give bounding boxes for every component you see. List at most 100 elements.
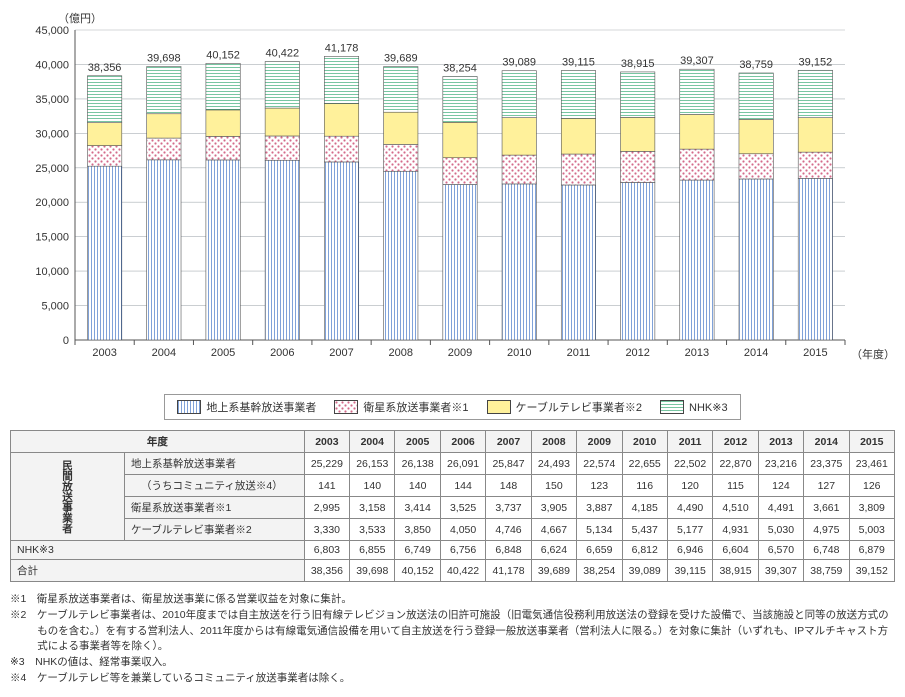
note-4: ※4 ケーブルテレビ等を兼業しているコミュニティ放送事業者は除く。 <box>10 671 895 687</box>
svg-text:2012: 2012 <box>625 347 649 359</box>
svg-text:38,254: 38,254 <box>443 62 477 74</box>
table-cell: 5,134 <box>577 519 622 541</box>
table-cell: 3,414 <box>395 497 440 519</box>
table-cell: 23,375 <box>804 453 849 475</box>
svg-text:38,759: 38,759 <box>739 59 773 71</box>
table-cell: 148 <box>486 475 531 497</box>
table-cell: 22,574 <box>577 453 622 475</box>
table-cell: 3,809 <box>849 497 894 519</box>
chart-svg: 05,00010,00015,00020,00025,00030,00035,0… <box>10 10 895 370</box>
table-cell: 124 <box>758 475 803 497</box>
table-cell: 4,510 <box>713 497 758 519</box>
table-cell: 23,216 <box>758 453 803 475</box>
legend-label: NHK※3 <box>689 401 728 414</box>
table-cell: 6,812 <box>622 541 667 560</box>
table-cell: 140 <box>350 475 395 497</box>
legend-item: NHK※3 <box>660 399 728 415</box>
table-cell: 39,115 <box>667 560 712 582</box>
note-2: ※2 ケーブルテレビ事業者は、2010年度までは自主放送を行う旧有線テレビジョン… <box>10 608 895 655</box>
legend-swatch <box>487 400 511 414</box>
table-cell: 22,655 <box>622 453 667 475</box>
table-cell: 3,737 <box>486 497 531 519</box>
note-1: ※1 衛星系放送事業者は、衛星放送事業に係る営業収益を対象に集計。 <box>10 592 895 608</box>
table-cell: 39,698 <box>350 560 395 582</box>
table-cell: 26,138 <box>395 453 440 475</box>
svg-text:39,698: 39,698 <box>147 53 181 65</box>
table-cell: 4,185 <box>622 497 667 519</box>
revenue-stacked-bar-chart: （億円） 05,00010,00015,00020,00025,00030,00… <box>10 10 895 390</box>
legend-label: 衛星系放送事業者※1 <box>363 399 468 415</box>
table-year-header: 2006 <box>440 431 485 453</box>
table-row: 合計38,35639,69840,15240,42241,17839,68938… <box>11 560 895 582</box>
svg-text:2007: 2007 <box>329 347 353 359</box>
svg-text:2009: 2009 <box>448 347 472 359</box>
table-cell: 6,848 <box>486 541 531 560</box>
table-cell: 26,153 <box>350 453 395 475</box>
table-row-label: NHK※3 <box>11 541 305 560</box>
table-cell: 4,975 <box>804 519 849 541</box>
table-row-label: 地上系基幹放送事業者 <box>125 453 305 475</box>
table-cell: 3,525 <box>440 497 485 519</box>
table-row: ケーブルテレビ事業者※23,3303,5333,8504,0504,7464,6… <box>11 519 895 541</box>
table-cell: 2,995 <box>304 497 349 519</box>
footnotes: ※1 衛星系放送事業者は、衛星放送事業に係る営業収益を対象に集計。 ※2 ケーブ… <box>10 592 895 687</box>
svg-text:2011: 2011 <box>567 347 591 359</box>
x-axis-unit: （年度） <box>851 346 895 362</box>
table-cell: 40,422 <box>440 560 485 582</box>
table-cell: 3,330 <box>304 519 349 541</box>
chart-legend: 地上系基幹放送事業者 衛星系放送事業者※1 ケーブルテレビ事業者※2 NHK※3 <box>164 394 740 420</box>
table-cell: 39,689 <box>531 560 576 582</box>
legend-label: 地上系基幹放送事業者 <box>206 399 316 415</box>
table-year-header: 2012 <box>713 431 758 453</box>
table-cell: 3,158 <box>350 497 395 519</box>
table-cell: 6,749 <box>395 541 440 560</box>
table-cell: 39,307 <box>758 560 803 582</box>
svg-text:40,152: 40,152 <box>206 49 240 61</box>
table-cell: 23,461 <box>849 453 894 475</box>
svg-text:2010: 2010 <box>507 347 531 359</box>
table-cell: 22,870 <box>713 453 758 475</box>
table-year-header: 2004 <box>350 431 395 453</box>
svg-text:2005: 2005 <box>211 347 235 359</box>
table-cell: 3,661 <box>804 497 849 519</box>
table-cell: 40,152 <box>395 560 440 582</box>
svg-text:0: 0 <box>63 335 69 347</box>
svg-text:2003: 2003 <box>92 347 116 359</box>
table-cell: 6,946 <box>667 541 712 560</box>
table-cell: 26,091 <box>440 453 485 475</box>
table-cell: 6,659 <box>577 541 622 560</box>
svg-text:20,000: 20,000 <box>35 197 69 209</box>
svg-text:2004: 2004 <box>152 347 176 359</box>
table-cell: 6,570 <box>758 541 803 560</box>
table-row: NHK※36,8036,8556,7496,7566,8486,6246,659… <box>11 541 895 560</box>
table-year-header: 2008 <box>531 431 576 453</box>
table-cell: 5,437 <box>622 519 667 541</box>
y-axis-unit: （億円） <box>58 10 102 26</box>
legend-swatch <box>177 400 201 414</box>
legend-item: 衛星系放送事業者※1 <box>334 399 468 415</box>
table-cell: 25,847 <box>486 453 531 475</box>
table-cell: 3,850 <box>395 519 440 541</box>
table-cell: 6,803 <box>304 541 349 560</box>
table-cell: 3,887 <box>577 497 622 519</box>
table-cell: 38,356 <box>304 560 349 582</box>
table-cell: 141 <box>304 475 349 497</box>
table-cell: 4,050 <box>440 519 485 541</box>
table-cell: 4,490 <box>667 497 712 519</box>
table-cell: 24,493 <box>531 453 576 475</box>
svg-text:40,000: 40,000 <box>35 59 69 71</box>
svg-text:38,356: 38,356 <box>88 62 122 74</box>
table-row: 民間放送事業者地上系基幹放送事業者25,22926,15326,13826,09… <box>11 453 895 475</box>
table-year-header: 2011 <box>667 431 712 453</box>
table-cell: 123 <box>577 475 622 497</box>
table-cell: 4,491 <box>758 497 803 519</box>
table-cell: 41,178 <box>486 560 531 582</box>
table-cell: 6,624 <box>531 541 576 560</box>
table-row: （うちコミュニティ放送※4）14114014014414815012311612… <box>11 475 895 497</box>
table-cell: 6,748 <box>804 541 849 560</box>
legend-item: ケーブルテレビ事業者※2 <box>487 399 642 415</box>
table-year-header: 2010 <box>622 431 667 453</box>
table-cell: 140 <box>395 475 440 497</box>
svg-text:39,089: 39,089 <box>502 57 536 69</box>
data-table: 年度 2003200420052006200720082009201020112… <box>10 430 895 582</box>
